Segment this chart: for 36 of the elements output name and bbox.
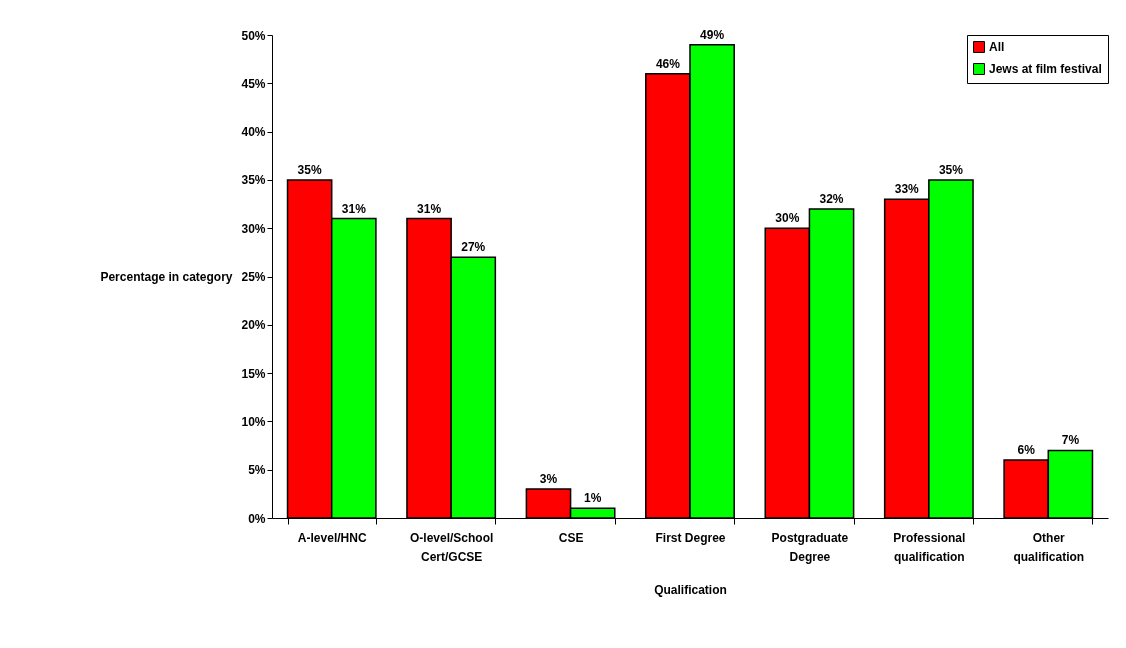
y-tick-label: 15% <box>241 366 266 381</box>
data-label: 35% <box>938 162 964 177</box>
data-label: 35% <box>297 162 322 177</box>
y-tick-label: 25% <box>241 270 266 284</box>
y-tick-label: 35% <box>241 173 266 188</box>
y-tick-label: 0% <box>248 511 266 526</box>
legend-label: Jews at film festival <box>989 62 1102 76</box>
data-label: 7% <box>1061 433 1080 448</box>
y-tick-label: 40% <box>241 125 266 140</box>
y-tick-label: 5% <box>248 463 266 478</box>
data-label: 49% <box>700 27 725 42</box>
data-label: 31% <box>417 201 442 216</box>
x-tick-label: O-level/School Cert/GCSE <box>409 530 494 564</box>
y-tick-label: 45% <box>241 76 266 91</box>
data-label: 33% <box>894 182 920 197</box>
data-label: 27% <box>461 240 486 255</box>
legend-label: All <box>989 40 1005 54</box>
data-label: 3% <box>539 472 558 487</box>
x-tick-label: A-level/HNC <box>297 530 367 545</box>
data-label: 6% <box>1017 443 1036 458</box>
data-label: 31% <box>341 201 367 216</box>
y-axis-title: Percentage in category <box>100 270 233 284</box>
x-tick-label: Professional qualification <box>893 530 966 564</box>
y-tick-label: 10% <box>241 414 266 429</box>
y-tick-label: 50% <box>241 28 266 43</box>
y-tick-label: 30% <box>241 221 266 236</box>
x-tick-label: Postgraduate Degree <box>771 530 849 564</box>
x-tick-label: First Degree <box>655 530 726 545</box>
x-axis-title: Qualification <box>654 582 727 597</box>
data-label: 1% <box>583 491 602 506</box>
x-tick-label: CSE <box>558 530 584 545</box>
data-label: 46% <box>655 56 681 71</box>
x-tick-label: Other qualification <box>1013 530 1085 564</box>
y-tick-label: 20% <box>241 318 266 333</box>
data-label: 30% <box>775 211 800 226</box>
data-label: 32% <box>819 191 844 206</box>
